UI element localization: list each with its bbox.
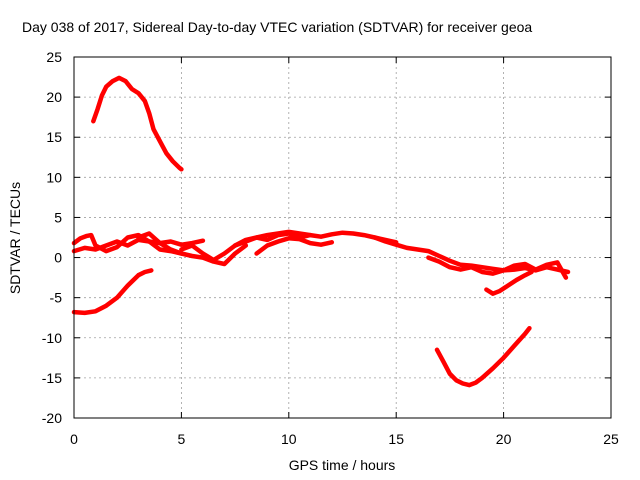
x-tick-label: 10 xyxy=(281,431,297,447)
series-band-b xyxy=(71,232,184,256)
y-tick-label: 10 xyxy=(46,169,62,185)
x-tick-label: 20 xyxy=(496,431,512,447)
x-tick-label: 15 xyxy=(388,431,404,447)
y-axis-title: SDTVAR / TECUs xyxy=(7,182,23,294)
y-tick-label: 5 xyxy=(54,209,62,225)
y-tick-label: 15 xyxy=(46,129,62,145)
series-band-a xyxy=(71,237,206,254)
x-tick-label: 0 xyxy=(70,431,78,447)
tick-label-layer: 0 5 10 15 20 25 -20 -15 -10 -5 0 5 10 15 20 25 xyxy=(42,49,619,447)
chart-title: Day 038 of 2017, Sidereal Day-to-day VTE… xyxy=(22,19,532,35)
y-tick-label: 0 xyxy=(54,250,62,266)
x-tick-label: 5 xyxy=(178,431,186,447)
series-arc-high xyxy=(91,75,184,172)
series-band-h xyxy=(426,255,569,280)
series-arc-trough xyxy=(434,325,532,388)
series-arc-low-morning xyxy=(71,268,154,316)
series-band-i xyxy=(484,269,534,296)
y-tick-label: -10 xyxy=(42,330,62,346)
series-band-c xyxy=(136,231,249,267)
tick-layer xyxy=(73,56,612,419)
x-tick-label: 25 xyxy=(603,431,619,447)
x-axis-title: GPS time / hours xyxy=(289,457,396,473)
series-layer xyxy=(71,75,571,388)
y-tick-label: -20 xyxy=(42,410,62,426)
y-tick-label: -15 xyxy=(42,370,62,386)
series-band-f xyxy=(254,236,335,256)
y-tick-label: -5 xyxy=(50,290,63,306)
y-tick-label: 25 xyxy=(46,49,62,65)
y-tick-label: 20 xyxy=(46,89,62,105)
series-band-e xyxy=(232,229,399,248)
plot-frame xyxy=(73,56,612,419)
